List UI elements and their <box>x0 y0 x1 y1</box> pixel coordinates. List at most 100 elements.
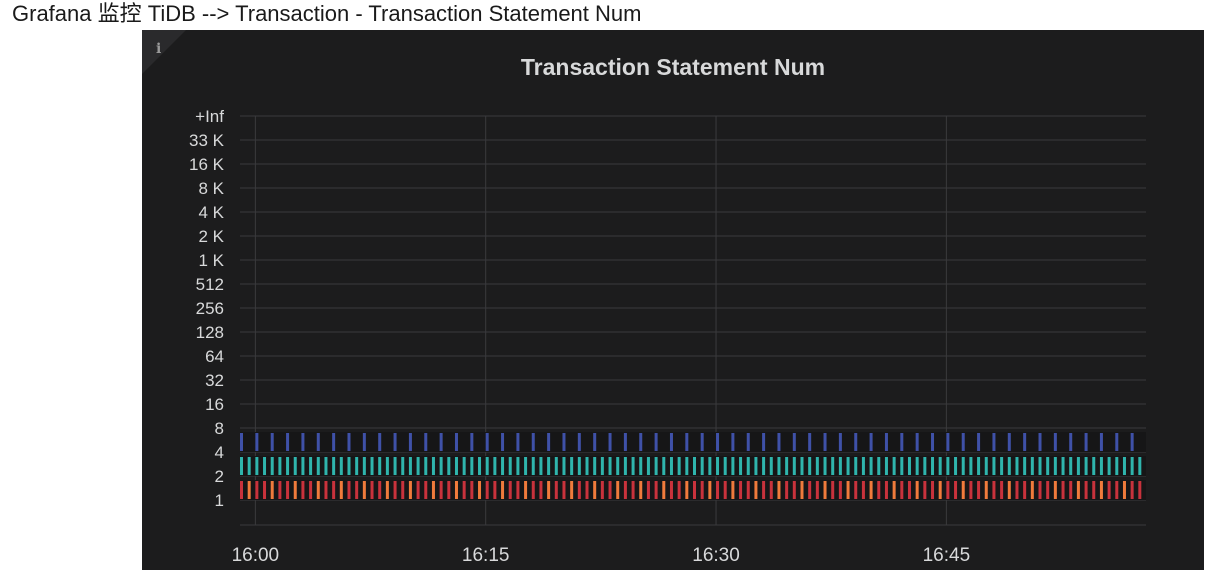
bucket-1-cell <box>739 481 743 499</box>
bucket-2-cell <box>739 457 743 475</box>
y-tick-label: 32 <box>205 371 224 390</box>
bucket-1-cell <box>646 481 650 499</box>
bucket-1-cell <box>931 481 935 499</box>
bucket-2-cell <box>1084 457 1088 475</box>
bucket-4-cell <box>700 433 704 451</box>
bucket-2-cell <box>693 457 696 475</box>
bucket-2-cell <box>501 457 505 475</box>
bucket-4-cell <box>408 433 412 451</box>
bucket-4-cell <box>516 433 520 451</box>
bucket-4-cell <box>470 433 474 451</box>
bucket-1-cell <box>685 481 689 499</box>
bucket-1-cell <box>401 481 405 499</box>
bucket-2-cell <box>332 457 336 475</box>
bucket-1-cell <box>769 481 773 499</box>
figure-caption: Grafana 监控 TiDB --> Transaction - Transa… <box>12 1 642 26</box>
panel-info-corner[interactable] <box>142 30 186 74</box>
bucket-2-cell <box>316 457 320 475</box>
bucket-1-cell <box>454 481 458 499</box>
bucket-1-cell <box>462 481 466 499</box>
bucket-2-cell <box>923 457 927 475</box>
bucket-4-cell <box>1023 433 1027 451</box>
bucket-1-cell <box>1076 481 1080 499</box>
bucket-2-cell <box>531 457 535 475</box>
bucket-2-cell <box>716 457 720 475</box>
bucket-2-cell <box>777 457 781 475</box>
bucket-2-cell <box>362 457 366 475</box>
bucket-1-cell <box>1069 481 1073 499</box>
bucket-1-cell <box>362 481 366 499</box>
grafana-panel: i Transaction Statement Num 1 2 4 8 16 32 64 12… <box>142 30 1204 570</box>
bucket-1-cell <box>777 481 781 499</box>
bucket-1-cell <box>693 481 696 499</box>
bucket-2-cell <box>547 457 551 475</box>
bucket-1-cell <box>247 481 251 499</box>
bucket-2-cell <box>608 457 612 475</box>
y-tick-label: 256 <box>196 299 224 318</box>
y-tick-label: 4 <box>215 443 224 462</box>
bucket-4-cell <box>1084 433 1088 451</box>
bucket-1-cell <box>1053 481 1057 499</box>
y-tick-label: 512 <box>196 275 224 294</box>
bucket-1-cell <box>716 481 720 499</box>
bucket-1-cell <box>854 481 858 499</box>
bucket-2-cell <box>1000 457 1004 475</box>
bucket-2-cell <box>1046 457 1050 475</box>
bucket-4-cell <box>869 433 873 451</box>
bucket-1-cell <box>316 481 320 499</box>
bucket-2-cell <box>1015 457 1019 475</box>
bucket-1-cell <box>1107 481 1111 499</box>
bucket-1-cell <box>516 481 520 499</box>
bucket-2-cell <box>1061 457 1065 475</box>
bucket-1-cell <box>424 481 428 499</box>
bucket-2-cell <box>762 457 766 475</box>
bucket-4-cell <box>1130 433 1134 451</box>
bucket-2-cell <box>1007 457 1011 475</box>
bucket-2-cell <box>493 457 497 475</box>
bucket-2-cell <box>524 457 528 475</box>
bucket-2-cell <box>846 457 850 475</box>
bucket-4-cell <box>316 433 320 451</box>
panel-title[interactable]: Transaction Statement Num <box>520 54 826 80</box>
y-tick-label: 8 <box>215 419 224 438</box>
bucket-1-cell <box>1038 481 1042 499</box>
bucket-2-cell <box>600 457 604 475</box>
bucket-1-cell <box>1015 481 1019 499</box>
bucket-2-cell <box>946 457 950 475</box>
bucket-1-cell <box>639 481 643 499</box>
bucket-4-cell <box>946 433 950 451</box>
bucket-1-cell <box>293 481 297 499</box>
bucket-2-cell <box>892 457 896 475</box>
bucket-1-cell <box>869 481 873 499</box>
bucket-2-cell <box>454 457 458 475</box>
y-tick-label: 64 <box>205 347 224 366</box>
bucket-1-cell <box>524 481 528 499</box>
x-tick-label: 16:30 <box>692 545 740 566</box>
bucket-4-cell <box>762 433 766 451</box>
bucket-4-cell <box>1099 433 1103 451</box>
bucket-1-cell <box>746 481 750 499</box>
bucket-1-cell <box>378 481 382 499</box>
bucket-2-cell <box>639 457 643 475</box>
bucket-1-cell <box>324 481 328 499</box>
bucket-4-cell <box>454 433 458 451</box>
bucket-1-cell <box>662 481 666 499</box>
y-tick-label: 1 K <box>198 251 224 270</box>
bucket-4-cell <box>347 433 351 451</box>
bucket-2-cell <box>838 457 842 475</box>
bucket-4-cell <box>931 433 935 451</box>
bucket-1-cell <box>1007 481 1011 499</box>
bucket-1-cell <box>547 481 551 499</box>
bucket-1-cell <box>339 481 343 499</box>
bucket-2-cell <box>247 457 251 475</box>
bucket-2-cell <box>961 457 965 475</box>
bucket-4-cell <box>685 433 689 451</box>
bucket-4-cell <box>531 433 535 451</box>
info-icon[interactable]: i <box>156 41 162 57</box>
bucket-4-row <box>240 432 1146 452</box>
bucket-2-cell <box>823 457 827 475</box>
bucket-2-cell <box>378 457 382 475</box>
bucket-1-cell <box>585 481 589 499</box>
bucket-2-cell <box>907 457 911 475</box>
bucket-2-cell <box>401 457 405 475</box>
